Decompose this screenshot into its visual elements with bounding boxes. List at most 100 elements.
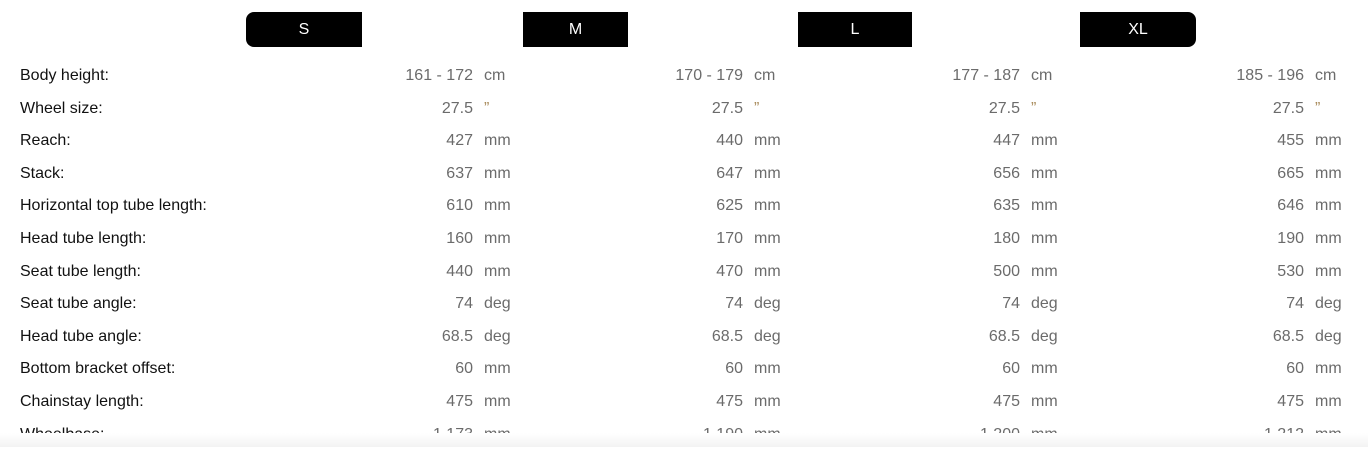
table-row: Reach: 427 mm 440 mm 447 mm 455 mm (0, 126, 1368, 156)
value-m: 625 (716, 197, 743, 215)
unit: mm (754, 393, 781, 410)
unit: mm (754, 360, 781, 378)
value-m: 68.5 (711, 327, 743, 345)
value-s: 161 - 172 (405, 67, 473, 84)
value-s: 427 (446, 132, 473, 150)
value-l: 180 (993, 230, 1020, 247)
value-l: 27.5 (988, 99, 1020, 117)
value-m: 170 (716, 230, 743, 247)
size-tab-m[interactable]: M (523, 12, 628, 47)
size-tab-xl[interactable]: XL (1080, 12, 1196, 47)
value-l: 177 - 187 (952, 67, 1020, 84)
value-m: 647 (716, 164, 743, 182)
unit: mm (1315, 393, 1342, 410)
row-label: Stack: (20, 164, 65, 182)
value-l: 74 (1002, 295, 1020, 313)
row-label: Chainstay length: (20, 393, 144, 410)
value-m: 470 (716, 262, 743, 280)
unit: deg (1031, 327, 1058, 345)
value-l: 60 (1002, 360, 1020, 378)
unit: mm (1031, 197, 1058, 215)
unit: mm (1315, 230, 1342, 247)
value-xl: 190 (1277, 230, 1304, 247)
unit: deg (754, 295, 781, 313)
unit: cm (484, 67, 506, 84)
value-xl: 646 (1277, 197, 1304, 215)
row-label: Seat tube angle: (20, 295, 137, 313)
unit: mm (1031, 164, 1058, 182)
unit: mm (754, 164, 781, 182)
row-label: Seat tube length: (20, 262, 141, 280)
value-xl: 185 - 196 (1236, 67, 1304, 84)
unit: mm (1031, 393, 1058, 410)
unit: mm (484, 230, 511, 247)
unit: ” (754, 99, 760, 117)
unit: mm (1315, 164, 1342, 182)
value-s: 160 (446, 230, 473, 247)
value-s: 475 (446, 393, 473, 410)
value-xl: 665 (1277, 164, 1304, 182)
value-s: 74 (455, 295, 473, 313)
unit: mm (484, 132, 511, 150)
unit: mm (1315, 197, 1342, 215)
unit: deg (1031, 295, 1058, 313)
unit: mm (1031, 132, 1058, 150)
unit: mm (1315, 360, 1342, 378)
unit: mm (754, 230, 781, 247)
row-label: Body height: (20, 67, 109, 84)
value-l: 656 (993, 164, 1020, 182)
unit: mm (484, 164, 511, 182)
unit: mm (1315, 262, 1342, 280)
row-label: Head tube angle: (20, 327, 142, 345)
value-xl: 27.5 (1272, 99, 1304, 117)
value-xl: 74 (1286, 295, 1304, 313)
unit: deg (484, 327, 511, 345)
value-s: 610 (446, 197, 473, 215)
value-m: 170 - 179 (675, 67, 743, 84)
value-s: 68.5 (441, 327, 473, 345)
unit: mm (754, 132, 781, 150)
unit: deg (1315, 327, 1342, 345)
unit: cm (1315, 67, 1337, 84)
value-m: 475 (716, 393, 743, 410)
value-m: 440 (716, 132, 743, 150)
unit: mm (1031, 360, 1058, 378)
row-label: Wheel size: (20, 99, 103, 117)
value-s: 27.5 (441, 99, 473, 117)
value-m: 74 (725, 295, 743, 313)
unit: mm (484, 262, 511, 280)
unit: mm (754, 262, 781, 280)
table-row: Bottom bracket offset: 60 mm 60 mm 60 mm 60 mm (0, 354, 1368, 384)
row-label: Head tube length: (20, 230, 147, 247)
unit: mm (484, 360, 511, 378)
row-label: Bottom bracket offset: (20, 360, 176, 378)
table-row: Seat tube length: 440 mm 470 mm 500 mm 530 mm (0, 257, 1368, 287)
value-xl: 68.5 (1272, 327, 1304, 345)
unit: ” (1031, 99, 1037, 117)
value-m: 27.5 (711, 99, 743, 117)
unit: ” (1315, 99, 1321, 117)
value-l: 475 (993, 393, 1020, 410)
bottom-fade (0, 433, 1368, 447)
size-tab-l[interactable]: L (798, 12, 912, 47)
table-row: Head tube angle: 68.5 deg 68.5 deg 68.5 deg 68.… (0, 322, 1368, 352)
unit: deg (484, 295, 511, 313)
value-l: 447 (993, 132, 1020, 150)
value-xl: 455 (1277, 132, 1304, 150)
unit: mm (1315, 132, 1342, 150)
unit: cm (754, 67, 776, 84)
table-row: Stack: 637 mm 647 mm 656 mm 665 mm (0, 159, 1368, 189)
unit: mm (484, 393, 511, 410)
table-row: Body height: 161 - 172 cm 170 - 179 cm 177 - … (0, 61, 1368, 91)
size-tab-s[interactable]: S (246, 12, 362, 47)
value-s: 637 (446, 164, 473, 182)
table-row: Horizontal top tube length: 610 mm 625 mm 635… (0, 191, 1368, 221)
value-xl: 475 (1277, 393, 1304, 410)
unit: mm (1031, 262, 1058, 280)
value-l: 635 (993, 197, 1020, 215)
value-l: 68.5 (988, 327, 1020, 345)
table-row: Head tube length: 160 mm 170 mm 180 mm 190 mm (0, 224, 1368, 254)
value-l: 500 (993, 262, 1020, 280)
value-xl: 60 (1286, 360, 1304, 378)
table-row: Chainstay length: 475 mm 475 mm 475 mm 475 mm (0, 387, 1368, 417)
